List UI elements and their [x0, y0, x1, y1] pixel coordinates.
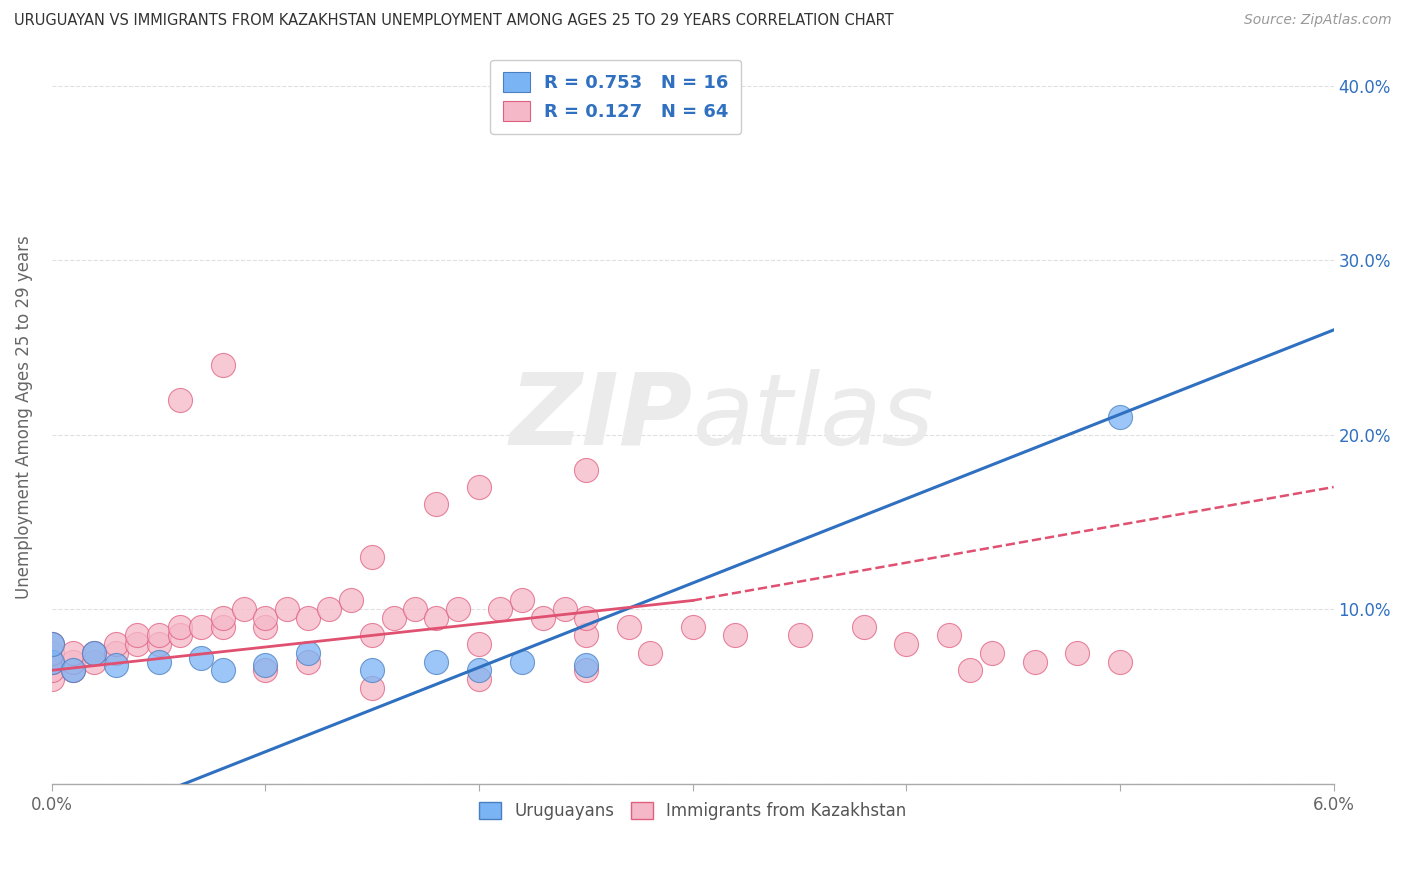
Point [959, 663, 981, 677]
Point [211, 611, 233, 625]
Point [575, 628, 598, 642]
Point [468, 637, 491, 651]
Point [1066, 646, 1088, 660]
Point [404, 602, 426, 616]
Legend: Uruguayans, Immigrants from Kazakhstan: Uruguayans, Immigrants from Kazakhstan [472, 795, 912, 827]
Point [361, 628, 384, 642]
Point [169, 392, 191, 407]
Point [297, 611, 319, 625]
Point [41, 655, 63, 669]
Point [425, 655, 447, 669]
Text: atlas: atlas [693, 368, 935, 466]
Point [468, 672, 491, 686]
Point [41, 646, 63, 660]
Point [938, 628, 960, 642]
Point [233, 602, 256, 616]
Point [41, 672, 63, 686]
Point [340, 593, 363, 607]
Point [254, 658, 277, 673]
Point [62, 663, 84, 677]
Point [104, 646, 127, 660]
Point [127, 628, 149, 642]
Point [127, 637, 149, 651]
Point [62, 655, 84, 669]
Point [211, 663, 233, 677]
Point [638, 646, 661, 660]
Point [104, 637, 127, 651]
Point [297, 646, 319, 660]
Point [382, 611, 405, 625]
Point [361, 549, 384, 564]
Point [575, 611, 598, 625]
Point [148, 655, 170, 669]
Point [148, 637, 170, 651]
Point [425, 611, 447, 625]
Point [297, 655, 319, 669]
Point [41, 637, 63, 651]
Point [254, 611, 277, 625]
Point [41, 663, 63, 677]
Text: URUGUAYAN VS IMMIGRANTS FROM KAZAKHSTAN UNEMPLOYMENT AMONG AGES 25 TO 29 YEARS C: URUGUAYAN VS IMMIGRANTS FROM KAZAKHSTAN … [14, 13, 894, 29]
Point [575, 658, 598, 673]
Point [169, 620, 191, 634]
Point [682, 620, 704, 634]
Point [361, 681, 384, 695]
Point [276, 602, 298, 616]
Point [62, 646, 84, 660]
Point [190, 620, 212, 634]
Point [318, 602, 340, 616]
Point [211, 358, 233, 372]
Point [724, 628, 747, 642]
Point [425, 498, 447, 512]
Point [41, 655, 63, 669]
Point [83, 646, 105, 660]
Point [361, 663, 384, 677]
Point [980, 646, 1002, 660]
Point [896, 637, 918, 651]
Point [510, 593, 533, 607]
Point [254, 620, 277, 634]
Point [254, 663, 277, 677]
Point [575, 663, 598, 677]
Point [148, 628, 170, 642]
Point [617, 620, 640, 634]
Point [1024, 655, 1046, 669]
Point [1109, 655, 1132, 669]
Point [62, 663, 84, 677]
Point [447, 602, 470, 616]
Point [510, 655, 533, 669]
Point [190, 651, 212, 665]
Point [553, 602, 575, 616]
Point [211, 620, 233, 634]
Point [852, 620, 875, 634]
Point [169, 628, 191, 642]
Point [104, 658, 127, 673]
Y-axis label: Unemployment Among Ages 25 to 29 years: Unemployment Among Ages 25 to 29 years [15, 235, 32, 599]
Point [531, 611, 554, 625]
Point [575, 462, 598, 476]
Point [789, 628, 811, 642]
Text: Source: ZipAtlas.com: Source: ZipAtlas.com [1244, 13, 1392, 28]
Point [489, 602, 512, 616]
Point [1109, 410, 1132, 425]
Text: ZIP: ZIP [510, 368, 693, 466]
Point [83, 646, 105, 660]
Point [83, 655, 105, 669]
Point [41, 637, 63, 651]
Point [468, 663, 491, 677]
Point [468, 480, 491, 494]
